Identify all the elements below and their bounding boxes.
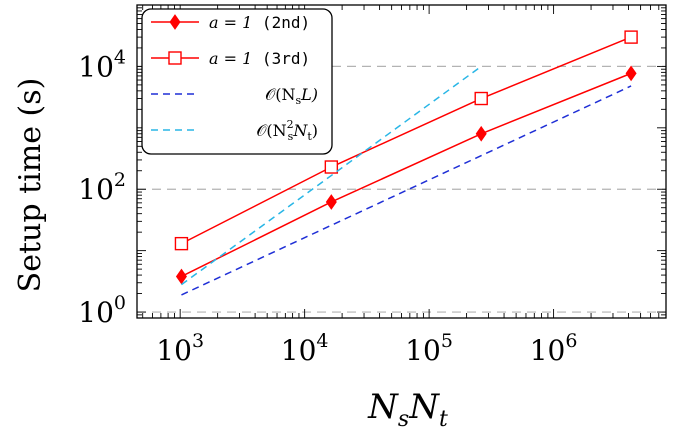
x-axis-label: NsNt — [367, 387, 448, 432]
legend-marker-a1-2nd — [169, 14, 181, 30]
legend-label-a1-2nd: a = 1 (2nd) — [209, 13, 310, 32]
series-line-a1-2nd — [181, 72, 632, 278]
series-ref-nsl — [181, 85, 632, 296]
y-tick-labels: 100 102 104 — [78, 46, 126, 329]
legend: a = 1 (2nd) a = 1 (3rd) 𝒪(NsL) 𝒪(N2 sNt) — [141, 8, 333, 155]
data-point-a1-2nd — [325, 194, 337, 210]
y-tick-label: 104 — [78, 46, 126, 83]
legend-marker-a1-3rd — [168, 51, 182, 65]
series-layer — [174, 30, 638, 296]
data-point-a1-3rd — [324, 160, 339, 174]
legend-label-ref-nsl: 𝒪(NsL) — [265, 85, 318, 107]
data-point-a1-3rd — [174, 236, 189, 251]
legend-box — [141, 8, 333, 155]
x-tick-label: 103 — [156, 330, 204, 367]
legend-label-a1-3rd: a = 1 (3rd) — [209, 49, 310, 68]
data-point-a1-3rd — [474, 91, 488, 106]
y-tick-label: 102 — [78, 169, 126, 206]
grid-lines — [137, 65, 666, 313]
data-point-a1-3rd — [624, 30, 638, 44]
y-axis-label: Setup time (s) — [13, 78, 48, 293]
series-a1-3rd — [174, 30, 638, 251]
data-point-a1-2nd — [175, 268, 187, 285]
legend-label-ref-ns2nt: 𝒪(N2 sNt) — [256, 118, 318, 143]
series-ref-ns2nt — [181, 65, 482, 286]
series-a1-2nd — [175, 65, 637, 285]
series-line-ref-ns2nt — [181, 65, 482, 286]
x-tick-labels: 103 104 105 106 — [156, 330, 577, 367]
series-line-ref-nsl — [181, 85, 632, 296]
x-tick-label: 106 — [530, 330, 578, 367]
data-point-a1-2nd — [475, 125, 487, 142]
plot-frame — [136, 4, 667, 319]
series-line-a1-3rd — [181, 36, 632, 245]
data-point-a1-2nd — [625, 65, 637, 82]
x-tick-label: 104 — [281, 330, 329, 367]
y-tick-label: 100 — [78, 292, 126, 329]
x-tick-label: 105 — [405, 330, 453, 367]
